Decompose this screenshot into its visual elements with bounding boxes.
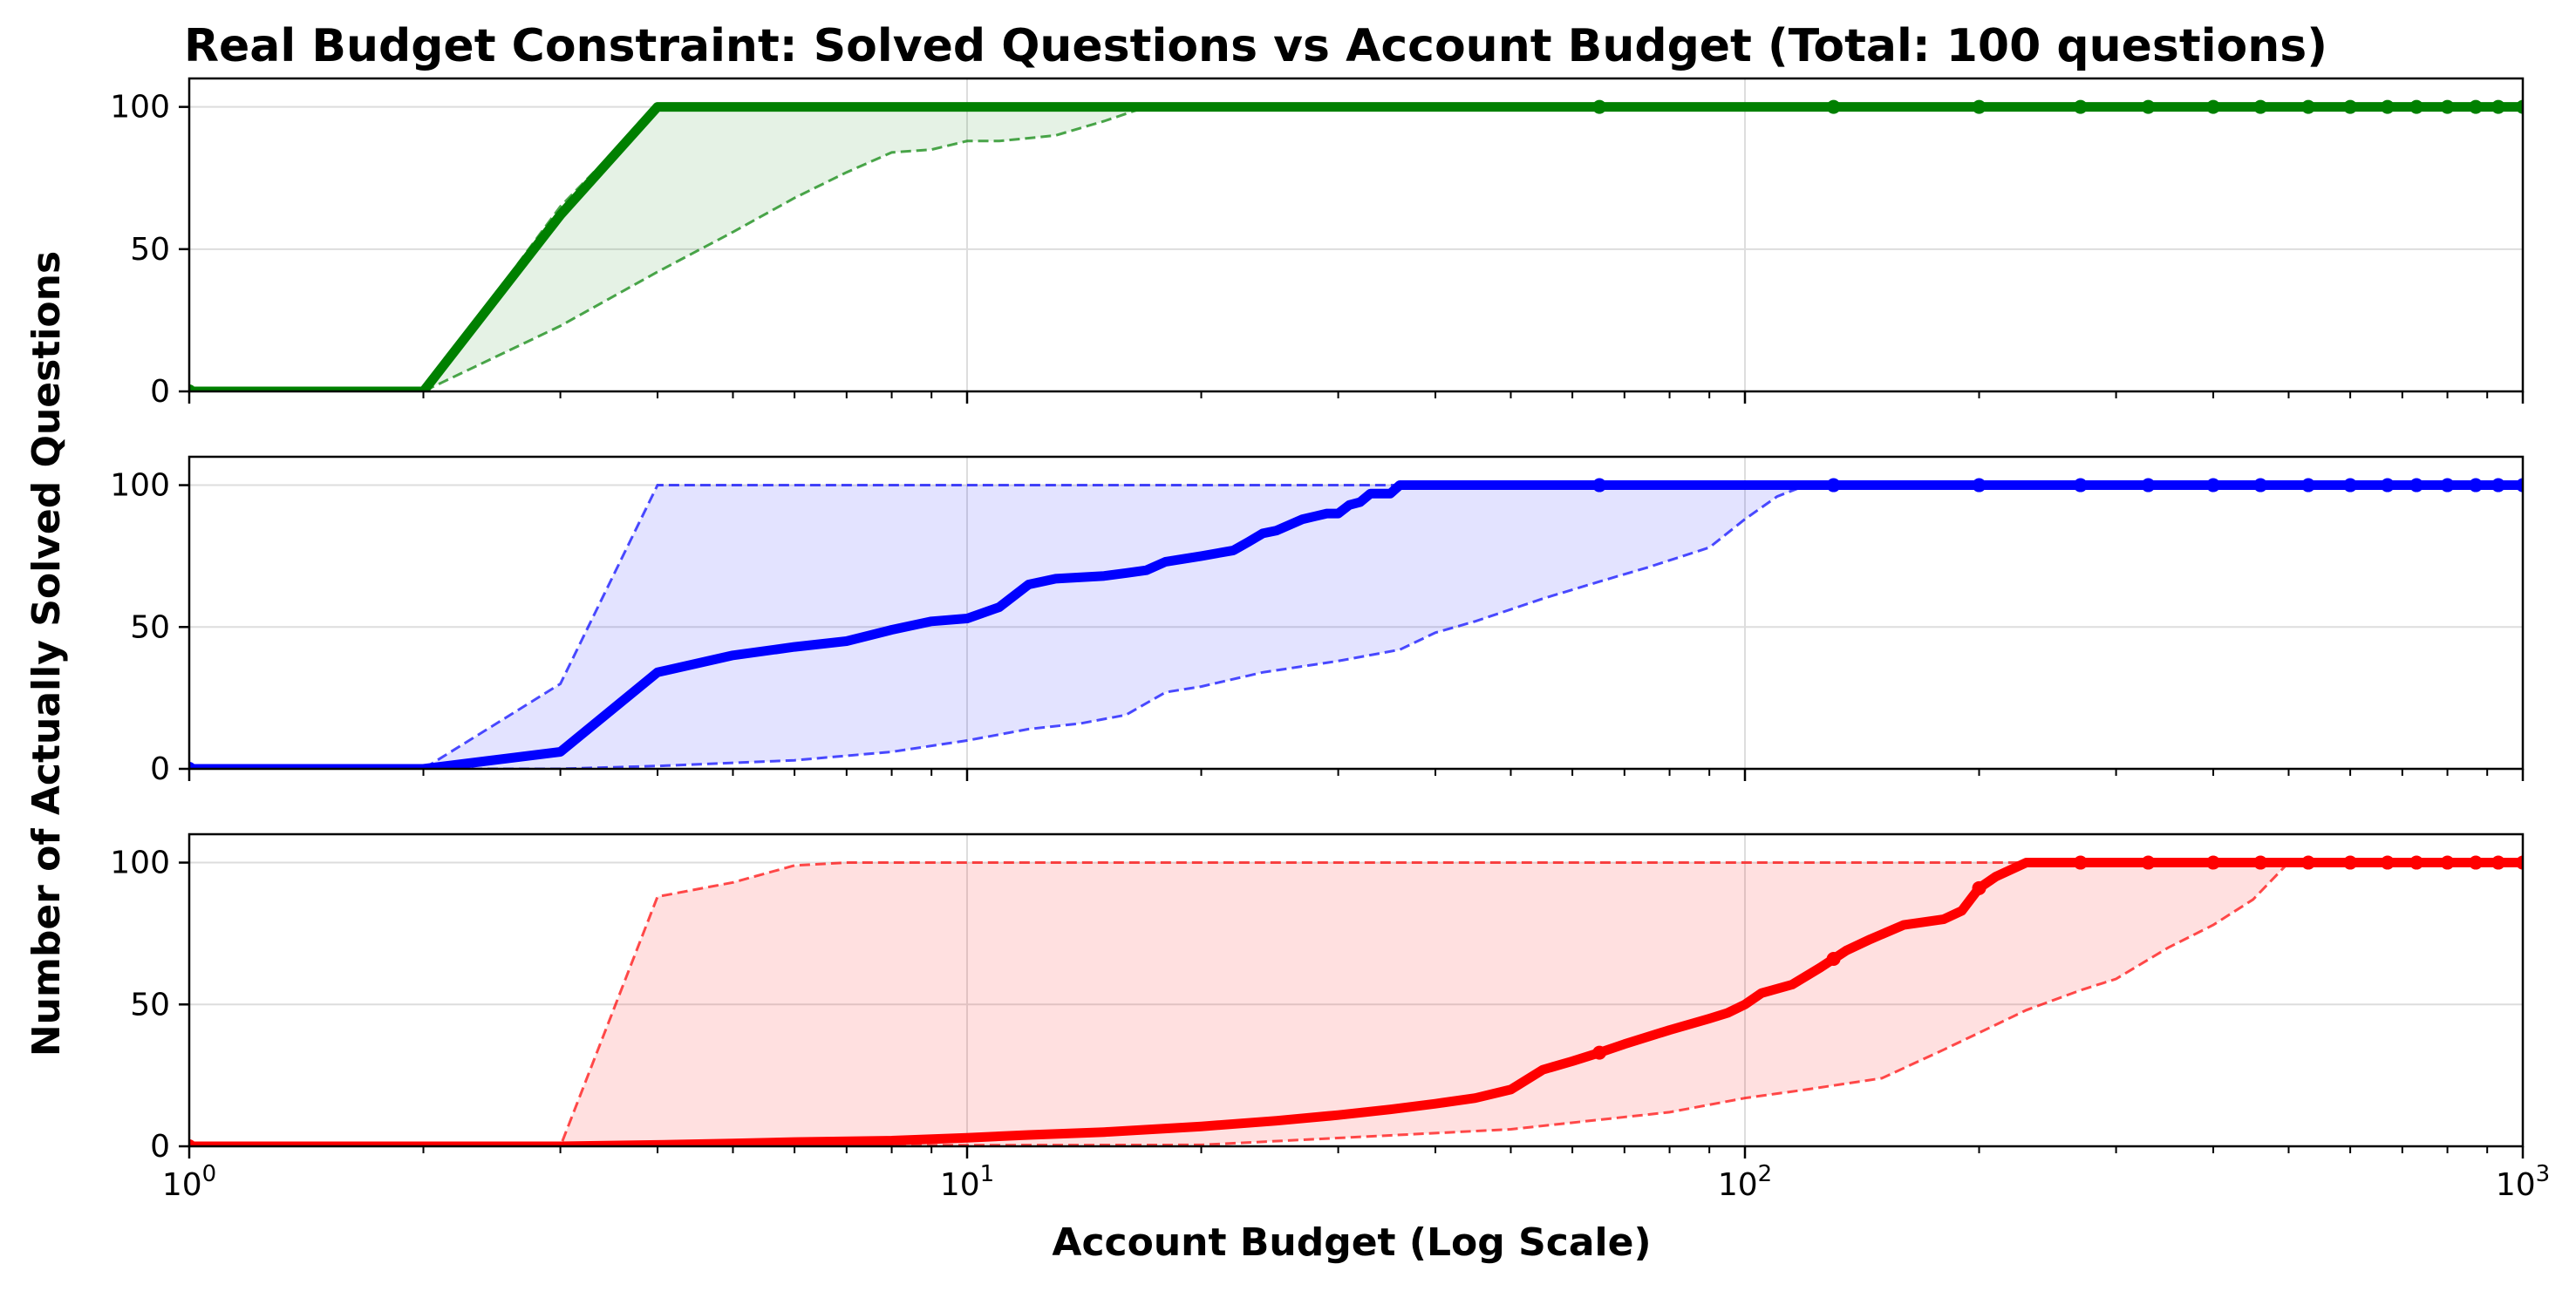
series-upper-line xyxy=(189,484,2523,769)
data-point xyxy=(1972,880,1987,895)
x-tick-label: 103 xyxy=(2496,1161,2550,1203)
y-tick-label: 50 xyxy=(130,609,170,645)
data-point xyxy=(1592,1045,1607,1060)
data-point xyxy=(2380,478,2395,493)
data-point xyxy=(2253,478,2268,493)
data-point xyxy=(2141,99,2156,114)
plot-area xyxy=(189,855,2523,1146)
data-point xyxy=(2516,855,2523,870)
data-point xyxy=(2440,855,2455,870)
range-band xyxy=(189,106,2523,391)
series-median-line xyxy=(189,858,2523,1146)
x-tick-label: 102 xyxy=(1718,1161,1772,1203)
y-tick-label: 0 xyxy=(150,1129,170,1165)
axes-frame xyxy=(187,832,2525,1148)
y-axis-label: Number of Actually Solved Questions xyxy=(24,251,69,1057)
plot-area xyxy=(189,99,2523,391)
data-point xyxy=(2073,855,2088,870)
y-tick-label: 0 xyxy=(150,751,170,787)
data-point xyxy=(2206,855,2221,870)
data-point xyxy=(1592,99,1607,114)
chart-title: Real Budget Constraint: Solved Questions… xyxy=(184,20,2327,72)
y-tick-label: 0 xyxy=(150,374,170,410)
axes-frame xyxy=(187,455,2525,771)
data-point xyxy=(2141,855,2156,870)
data-point xyxy=(189,384,196,391)
data-point xyxy=(2409,478,2424,493)
data-point xyxy=(2516,99,2523,114)
data-point xyxy=(1972,99,1987,114)
data-point xyxy=(1592,478,1607,493)
data-point xyxy=(2206,99,2221,114)
y-tick-label: 50 xyxy=(130,232,170,268)
x-tick-label: 100 xyxy=(162,1161,216,1203)
data-point xyxy=(2343,478,2358,493)
data-point xyxy=(2491,478,2505,493)
data-point xyxy=(2469,855,2484,870)
data-point xyxy=(2073,99,2088,114)
data-point xyxy=(2343,99,2358,114)
range-band xyxy=(189,862,2523,1146)
data-point xyxy=(189,1139,196,1146)
plot-area xyxy=(189,478,2523,769)
y-tick-label: 100 xyxy=(110,846,170,881)
x-tick-label: 101 xyxy=(940,1161,994,1203)
data-point xyxy=(2409,855,2424,870)
data-point xyxy=(2301,478,2316,493)
data-point xyxy=(2469,478,2484,493)
data-point xyxy=(1826,478,1841,493)
data-point xyxy=(2343,855,2358,870)
data-point xyxy=(2440,99,2455,114)
data-point xyxy=(1972,478,1987,493)
y-tick-label: 50 xyxy=(130,987,170,1023)
series-lower-line xyxy=(189,105,2523,391)
data-point xyxy=(2491,855,2505,870)
data-point xyxy=(189,762,196,769)
data-point xyxy=(1826,99,1841,114)
subplot-1: 0 50 100 xyxy=(110,77,2525,410)
data-point xyxy=(1826,952,1841,967)
data-point xyxy=(2409,99,2424,114)
data-point xyxy=(2301,855,2316,870)
data-point xyxy=(2516,478,2523,493)
data-point xyxy=(2440,478,2455,493)
data-point xyxy=(2253,99,2268,114)
series-median-line xyxy=(189,480,2523,769)
data-point xyxy=(2380,99,2395,114)
axes-frame xyxy=(187,77,2525,393)
data-point xyxy=(2491,99,2505,114)
subplot-2: 0 50 100 xyxy=(110,455,2525,787)
data-point xyxy=(2469,99,2484,114)
data-point xyxy=(2301,99,2316,114)
series-lower-line xyxy=(189,484,2523,769)
y-tick-label: 100 xyxy=(110,468,170,504)
data-point xyxy=(2253,855,2268,870)
x-axis-label: Account Budget (Log Scale) xyxy=(1052,1220,1651,1265)
range-band xyxy=(189,485,2523,769)
y-tick-label: 100 xyxy=(110,90,170,126)
series-lower-line xyxy=(189,861,2523,1146)
data-point xyxy=(2380,855,2395,870)
subplot-3: 0 50 100 100 101 102 103 xyxy=(110,832,2550,1203)
data-point xyxy=(2073,478,2088,493)
data-point xyxy=(2206,478,2221,493)
series-upper-line xyxy=(189,861,2523,1146)
data-point xyxy=(2141,478,2156,493)
